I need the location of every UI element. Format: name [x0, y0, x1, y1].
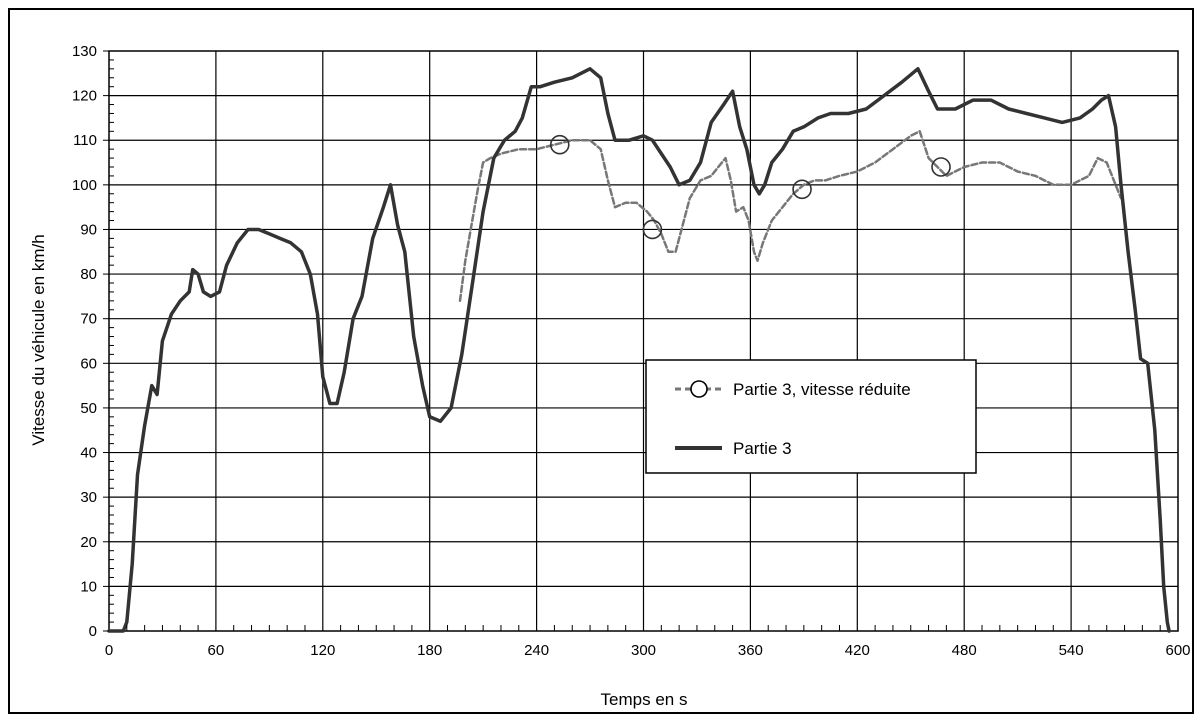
- y-tick-label: 80: [80, 266, 97, 283]
- y-tick-label: 40: [80, 445, 97, 462]
- series-marker: [642, 219, 663, 240]
- y-tick-label: 100: [72, 177, 97, 194]
- x-tick-label: 60: [208, 642, 225, 659]
- grid: [108, 50, 1179, 632]
- x-tick-label: 240: [524, 642, 549, 659]
- y-axis-title: Vitesse du véhicule en km/h: [29, 234, 48, 445]
- legend: Partie 3, vitesse réduite Partie 3: [645, 359, 977, 474]
- y-tick-label: 110: [73, 132, 97, 149]
- series-marker: [549, 134, 570, 155]
- series-marker: [792, 179, 812, 200]
- x-tick-label: 480: [952, 642, 977, 659]
- y-tick-label: 10: [80, 578, 97, 595]
- y-tick-label: 30: [80, 489, 97, 506]
- x-tick-label: 180: [417, 642, 442, 659]
- series-line-1: [107, 67, 1171, 633]
- y-tick-label: 60: [80, 355, 97, 372]
- x-tick-label: 420: [845, 642, 870, 659]
- y-tick-label: 120: [72, 88, 97, 105]
- legend-marker: [690, 380, 708, 398]
- x-tick-label: 0: [105, 642, 113, 659]
- series-line-0: [458, 130, 1123, 303]
- x-axis-title: Temps en s: [601, 690, 688, 709]
- y-tick-label: 0: [89, 623, 97, 640]
- legend-label-1: Partie 3: [733, 439, 792, 458]
- x-tick-label: 540: [1059, 642, 1084, 659]
- y-tick-label: 20: [80, 534, 97, 551]
- x-tick-label: 360: [738, 642, 763, 659]
- plot-area: [107, 67, 1171, 633]
- series-marker: [931, 157, 951, 177]
- x-tick-label: 120: [310, 642, 335, 659]
- tick-labels: 0 60 120 180 240 300 360 420 480 540 600 0 10 20 30 40 5…: [72, 43, 1191, 659]
- x-tick-label: 600: [1165, 642, 1190, 659]
- chart-frame: [8, 8, 1194, 714]
- axis-ticks: [103, 50, 1161, 632]
- y-tick-label: 90: [80, 221, 97, 238]
- legend-box: [645, 359, 977, 474]
- y-tick-label: 70: [80, 311, 97, 328]
- x-tick-label: 300: [631, 642, 656, 659]
- legend-label-0: Partie 3, vitesse réduite: [733, 380, 911, 399]
- y-tick-label: 130: [72, 43, 97, 60]
- y-tick-label: 50: [80, 400, 97, 417]
